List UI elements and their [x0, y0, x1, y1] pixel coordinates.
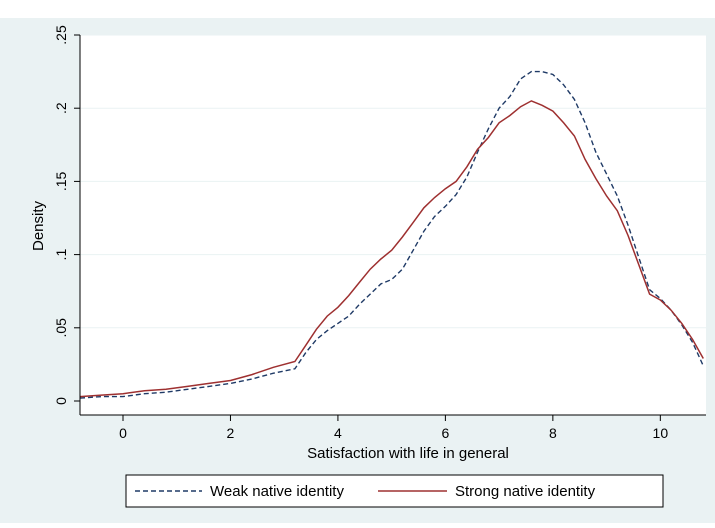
y-tick-label: 0	[53, 397, 69, 405]
y-tick-label: .2	[53, 102, 69, 114]
x-tick-label: 0	[119, 425, 127, 441]
x-tick-label: 2	[227, 425, 235, 441]
legend-label-weak: Weak native identity	[210, 483, 344, 500]
y-tick-label: .25	[53, 25, 69, 45]
legend: Weak native identity Strong native ident…	[125, 474, 664, 508]
tick-labels: 0 .05 .1 .15 .2 .25 0 2 4 6 8 10	[53, 25, 668, 441]
x-tick-label: 6	[441, 425, 449, 441]
y-axis-title: Density	[30, 200, 47, 251]
legend-label-strong: Strong native identity	[455, 483, 596, 500]
series-layer	[79, 70, 704, 399]
y-tick-label: .05	[53, 318, 69, 338]
series-line-strong	[79, 100, 704, 398]
gridlines	[80, 34, 706, 329]
x-axis-title: Satisfaction with life in general	[307, 445, 509, 462]
y-tick-label: .1	[53, 249, 69, 261]
axes	[79, 35, 706, 416]
x-tick-label: 10	[653, 425, 669, 441]
plot-area	[80, 35, 706, 415]
y-tick-label: .15	[53, 171, 69, 191]
x-tick-label: 8	[549, 425, 557, 441]
x-tick-label: 4	[334, 425, 342, 441]
series-line-weak	[79, 70, 704, 399]
